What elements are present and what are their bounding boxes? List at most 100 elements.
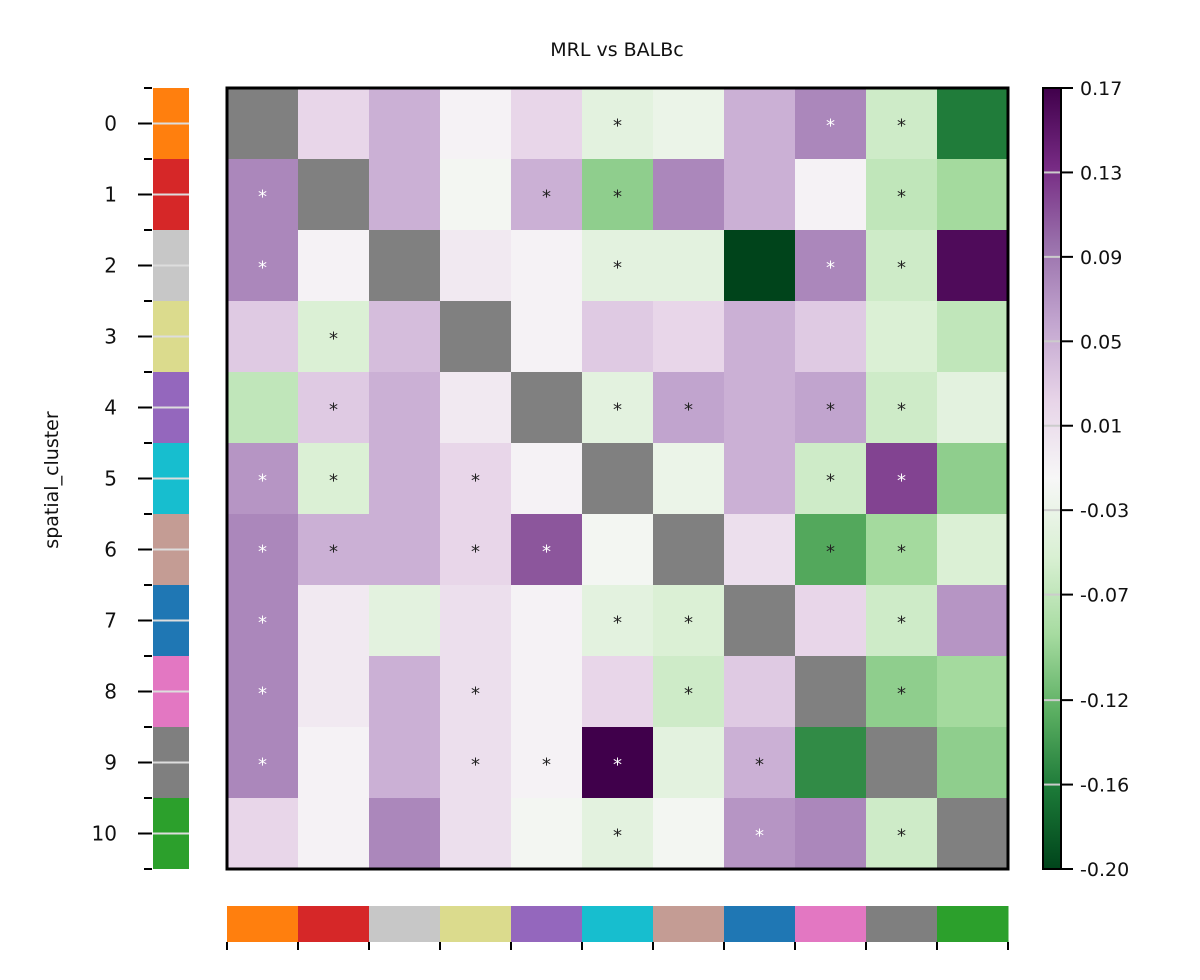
heatmap-cell: [369, 727, 441, 799]
heatmap-cell: [795, 301, 867, 373]
significance-marker: *: [755, 826, 764, 847]
heatmap-cell: [795, 585, 867, 657]
colorbar-tick-label: -0.20: [1080, 859, 1129, 881]
heatmap-cell: [582, 443, 654, 515]
heatmap-cell: [440, 585, 512, 657]
heatmap-cell: [369, 88, 441, 160]
heatmap-cell: [227, 372, 299, 444]
heatmap-cell: [298, 798, 370, 870]
heatmap-cell: [653, 159, 725, 231]
significance-marker: *: [826, 400, 835, 421]
heatmap-cell: [937, 656, 1009, 728]
heatmap-cell: [440, 88, 512, 160]
heatmap-cell: [866, 443, 938, 515]
significance-marker: *: [542, 187, 551, 208]
heatmap-cell: [582, 798, 654, 870]
heatmap-cell: [937, 301, 1009, 373]
heatmap-cell: [511, 656, 583, 728]
row-tick-label: 10: [92, 822, 117, 846]
colorbar-tick-label: 0.05: [1080, 331, 1122, 353]
heatmap-cell: [724, 514, 796, 586]
significance-marker: *: [258, 542, 267, 563]
heatmap-cell: [440, 443, 512, 515]
significance-marker: *: [258, 471, 267, 492]
heatmap-cell: [866, 656, 938, 728]
heatmap-cell: [582, 514, 654, 586]
row-tick-label: 2: [104, 254, 117, 278]
heatmap-cell: [653, 727, 725, 799]
heatmap-cell: [866, 585, 938, 657]
heatmap-cell: [227, 230, 299, 302]
column-group-color: [582, 906, 654, 942]
significance-marker: *: [542, 542, 551, 563]
heatmap-cell: [511, 372, 583, 444]
heatmap-cell: [511, 230, 583, 302]
heatmap-cell: [227, 88, 299, 160]
heatmap-cell: [724, 798, 796, 870]
heatmap-cell: [511, 585, 583, 657]
heatmap-cell: [724, 88, 796, 160]
colorbar-tick-label: 0.17: [1080, 78, 1122, 100]
significance-marker: *: [613, 400, 622, 421]
column-group-color: [866, 906, 938, 942]
column-group-color: [227, 906, 299, 942]
column-color-bar: [226, 906, 1009, 950]
heatmap-cell: [795, 514, 867, 586]
heatmap-cell: [724, 159, 796, 231]
significance-marker: *: [613, 187, 622, 208]
heatmap-cell: [511, 727, 583, 799]
heatmap-cell: [724, 230, 796, 302]
colorbar-tick-label: 0.09: [1080, 247, 1122, 269]
heatmap-cell: [937, 514, 1009, 586]
colorbar-tick-label: -0.07: [1080, 585, 1129, 607]
significance-marker: *: [897, 542, 906, 563]
significance-marker: *: [258, 755, 267, 776]
heatmap-cell: [937, 798, 1009, 870]
heatmap-cell: [724, 301, 796, 373]
heatmap-cell: [724, 443, 796, 515]
significance-marker: *: [755, 755, 764, 776]
heatmap-cell: [866, 727, 938, 799]
significance-marker: *: [329, 471, 338, 492]
significance-marker: *: [897, 187, 906, 208]
heatmap-cell: [795, 443, 867, 515]
heatmap-cell: [227, 798, 299, 870]
colorbar-tick-label: -0.03: [1080, 500, 1129, 522]
heatmap-cell: [369, 656, 441, 728]
colorbar-tick-label: -0.12: [1080, 690, 1129, 712]
heatmap-cell: [440, 372, 512, 444]
row-color-bar: [153, 88, 189, 869]
heatmap-cell: [653, 230, 725, 302]
colorbar-gradient: [1042, 87, 1062, 870]
heatmap-cell: [937, 585, 1009, 657]
heatmap-cell: [298, 656, 370, 728]
heatmap-cell: [795, 727, 867, 799]
heatmap-cell: [369, 372, 441, 444]
heatmap-cell: [866, 230, 938, 302]
heatmap-cells: * * * * * * * * * * * * * * * * * * * * * * * * * * * * * * * * * * * * * * * *…: [227, 88, 1009, 870]
row-tick-label: 3: [104, 325, 117, 349]
heatmap-cell: [866, 159, 938, 231]
significance-marker: *: [542, 755, 551, 776]
row-tick-label: 1: [104, 183, 117, 207]
row-tick-label: 4: [104, 396, 117, 420]
significance-marker: *: [897, 116, 906, 137]
significance-marker: *: [258, 613, 267, 634]
heatmap-cell: [511, 159, 583, 231]
significance-marker: *: [329, 542, 338, 563]
heatmap-cell: [653, 88, 725, 160]
y-axis-label: spatial_cluster: [41, 411, 63, 549]
heatmap-cell: [440, 656, 512, 728]
heatmap-cell: [511, 443, 583, 515]
significance-marker: *: [613, 755, 622, 776]
heatmap-cell: [937, 230, 1009, 302]
chart-title: MRL vs BALBc: [550, 39, 684, 61]
heatmap-cell: [653, 585, 725, 657]
heatmap-cell: [653, 443, 725, 515]
colorbar: 0.17 0.13 0.09 0.05 0.01 -0.03 -0.07 -0.12 -0.16…: [1042, 78, 1129, 881]
heatmap-cell: [440, 514, 512, 586]
heatmap-cell: [937, 372, 1009, 444]
column-group-color: [937, 906, 1009, 942]
colorbar-tick-label: 0.13: [1080, 162, 1122, 184]
row-tick-label: 8: [104, 680, 117, 704]
